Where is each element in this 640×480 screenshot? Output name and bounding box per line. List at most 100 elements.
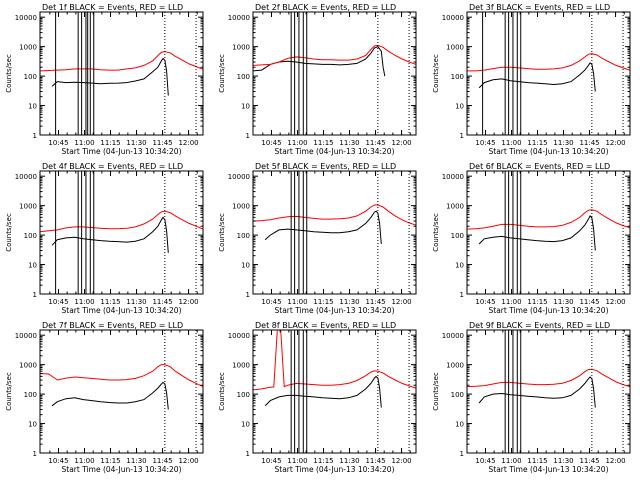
y-axis-label: Counts/sec	[432, 372, 440, 411]
x-tick-label: 10:45	[48, 139, 68, 147]
x-tick-label: 12:00	[391, 139, 411, 147]
panel-det-2f: Det 2f BLACK = Events, RED = LLD 1 10 100 10…	[218, 3, 417, 156]
y-axis-label: Counts/sec	[432, 213, 440, 252]
x-tick-label: 12:00	[178, 457, 198, 465]
x-tick-label: 11:00	[287, 457, 307, 465]
y-tick-label: 10000	[442, 14, 464, 22]
series-events-line	[478, 215, 596, 251]
x-tick-label: 11:15	[100, 457, 120, 465]
series-lld-line	[40, 364, 203, 388]
x-tick-label: 11:30	[553, 457, 573, 465]
panel-title: Det 3f BLACK = Events, RED = LLD	[469, 3, 610, 12]
x-tick-label: 11:30	[339, 139, 359, 147]
x-tick-label: 11:15	[313, 457, 333, 465]
plot-frame	[466, 329, 631, 454]
x-tick-label: 11:15	[313, 298, 333, 306]
y-tick-label: 10000	[228, 14, 250, 22]
x-axis-label: Start Time (04-Jun-13 10:34:20)	[275, 147, 395, 156]
y-tick-label: 10	[455, 421, 464, 429]
x-tick-label: 11:00	[501, 139, 521, 147]
series-lld-line	[40, 210, 203, 233]
x-tick-label: 11:45	[152, 139, 172, 147]
plot-frame	[252, 329, 417, 454]
x-tick-label: 12:00	[605, 457, 625, 465]
x-tick-label: 11:15	[100, 139, 120, 147]
x-axis-label: Start Time (04-Jun-13 10:34:20)	[275, 306, 395, 315]
x-tick-label: 10:45	[48, 457, 68, 465]
y-tick-label: 100	[237, 73, 250, 81]
x-tick-label: 10:45	[261, 298, 281, 306]
x-axis-label: Start Time (04-Jun-13 10:34:20)	[62, 306, 182, 315]
x-tick-label: 11:30	[126, 457, 146, 465]
x-tick-label: 11:45	[365, 457, 385, 465]
panel-title: Det 4f BLACK = Events, RED = LLD	[42, 162, 183, 171]
series-events-line	[51, 381, 169, 410]
y-tick-label: 1000	[19, 44, 37, 52]
x-tick-label: 11:30	[339, 457, 359, 465]
y-tick-label: 10	[455, 103, 464, 111]
y-tick-label: 1000	[446, 203, 464, 211]
y-tick-label: 10000	[228, 173, 250, 181]
y-axis-label: Counts/sec	[5, 213, 13, 252]
x-tick-label: 11:45	[365, 139, 385, 147]
x-tick-label: 11:45	[579, 298, 599, 306]
y-axis-label: Counts/sec	[218, 372, 226, 411]
panel-title: Det 7f BLACK = Events, RED = LLD	[42, 321, 183, 330]
panel-title: Det 9f BLACK = Events, RED = LLD	[469, 321, 610, 330]
series-lld-line	[253, 44, 416, 66]
panel-det-5f: Det 5f BLACK = Events, RED = LLD 1 10 100 10…	[218, 162, 417, 315]
series-lld-line	[467, 53, 630, 72]
y-axis-label: Counts/sec	[432, 54, 440, 93]
panel-det-1f: Det 1f BLACK = Events, RED = LLD 1 10 100 10…	[5, 3, 204, 156]
y-tick-label: 100	[24, 73, 37, 81]
x-tick-label: 12:00	[391, 457, 411, 465]
plot-frame	[252, 170, 417, 295]
y-tick-label: 10000	[15, 332, 37, 340]
y-tick-label: 100	[451, 391, 464, 399]
x-tick-label: 10:45	[475, 457, 495, 465]
panel-det-8f: Det 8f BLACK = Events, RED = LLD 1 10 100 10…	[218, 321, 417, 474]
x-axis-label: Start Time (04-Jun-13 10:34:20)	[489, 147, 609, 156]
x-tick-label: 11:15	[313, 139, 333, 147]
x-tick-label: 11:30	[553, 139, 573, 147]
x-tick-label: 11:45	[152, 457, 172, 465]
x-tick-label: 12:00	[605, 139, 625, 147]
x-tick-label: 10:45	[48, 298, 68, 306]
y-tick-label: 100	[451, 73, 464, 81]
y-tick-label: 1000	[232, 203, 250, 211]
x-tick-label: 11:00	[74, 139, 94, 147]
y-tick-label: 100	[237, 391, 250, 399]
series-events-line	[51, 57, 169, 96]
x-tick-label: 12:00	[178, 139, 198, 147]
y-tick-label: 1	[460, 450, 464, 458]
x-tick-label: 11:45	[579, 139, 599, 147]
panel-title: Det 5f BLACK = Events, RED = LLD	[255, 162, 396, 171]
y-tick-label: 1	[33, 450, 37, 458]
y-tick-label: 1	[460, 132, 464, 140]
series-events-line	[264, 210, 382, 245]
y-axis-label: Counts/sec	[5, 54, 13, 93]
x-tick-label: 11:45	[365, 298, 385, 306]
x-tick-label: 11:30	[126, 139, 146, 147]
y-tick-label: 10	[28, 262, 37, 270]
y-tick-label: 10	[28, 421, 37, 429]
x-tick-label: 11:30	[553, 298, 573, 306]
x-tick-label: 11:30	[339, 298, 359, 306]
series-lld-line	[467, 368, 630, 388]
y-tick-label: 1000	[19, 203, 37, 211]
panel-title: Det 6f BLACK = Events, RED = LLD	[469, 162, 610, 171]
x-axis-label: Start Time (04-Jun-13 10:34:20)	[489, 465, 609, 474]
x-tick-label: 11:30	[126, 298, 146, 306]
x-axis-label: Start Time (04-Jun-13 10:34:20)	[62, 147, 182, 156]
x-axis-label: Start Time (04-Jun-13 10:34:20)	[62, 465, 182, 474]
x-tick-label: 11:00	[287, 298, 307, 306]
y-tick-label: 1	[246, 450, 250, 458]
y-tick-label: 100	[24, 232, 37, 240]
x-tick-label: 11:15	[527, 298, 547, 306]
x-tick-label: 11:15	[100, 298, 120, 306]
x-tick-label: 11:00	[501, 298, 521, 306]
y-tick-label: 1000	[446, 44, 464, 52]
x-tick-label: 12:00	[605, 298, 625, 306]
plot-frame	[39, 11, 204, 136]
panel-det-4f: Det 4f BLACK = Events, RED = LLD 1 10 100 10…	[5, 162, 204, 315]
